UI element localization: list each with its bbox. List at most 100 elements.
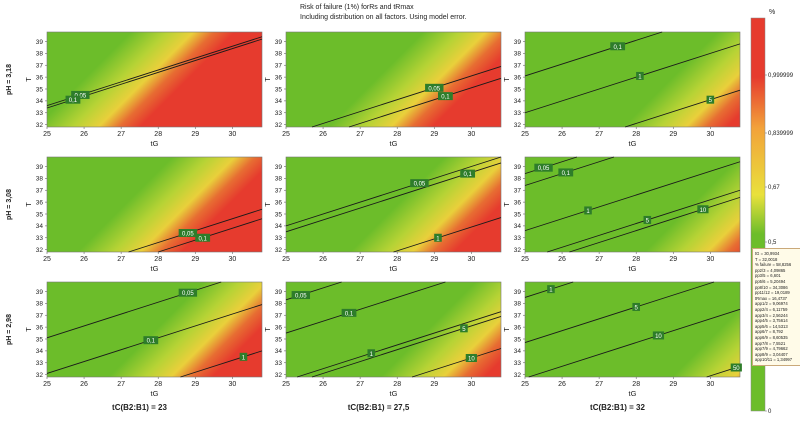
panel-frame: [524, 281, 741, 378]
contour-label-box: [425, 83, 444, 92]
contour-label-box: [178, 229, 198, 237]
y-tick-label: 37: [36, 313, 44, 320]
readout-line: tRmax = 16,4737: [755, 295, 788, 301]
contour-line: [528, 308, 741, 378]
x-tick-label: 30: [228, 381, 236, 388]
contour-label-box: [636, 71, 644, 80]
y-axis-label: T: [502, 202, 511, 207]
y-tick-label: 36: [275, 324, 283, 331]
heatmap-panel-r0-c2: 0,1 1 5 25 26 27 28 29 30 tG 32 33 34 35 36 37 38 39 T: [502, 31, 741, 148]
y-tick-label: 34: [514, 223, 522, 230]
y-tick-label: 37: [36, 188, 44, 195]
contour-line: [569, 196, 741, 253]
color-scale-title: %: [769, 9, 775, 16]
x-axis-label: tG: [390, 139, 398, 148]
heatmap-field: [525, 157, 740, 252]
panel-frame: [46, 156, 263, 253]
color-scale-tick-label: 0,67: [768, 185, 780, 191]
x-axis-label: tG: [151, 139, 159, 148]
x-tick-label: 27: [356, 381, 364, 388]
x-tick-label: 28: [632, 381, 640, 388]
contour-label-box: [291, 291, 311, 300]
heatmap-field: [47, 157, 262, 252]
y-tick-label: 38: [275, 176, 283, 183]
contour-label: 0,1: [614, 45, 623, 51]
contour-label: 0,1: [562, 171, 571, 177]
y-tick-label: 38: [514, 301, 522, 308]
readout-line: app10/11 = 1,34997: [755, 357, 793, 363]
readout-line: pp8/10 = 34,3086: [755, 284, 788, 290]
contour-line: [285, 156, 502, 227]
panel-frame: [524, 31, 741, 128]
y-tick-label: 33: [275, 360, 283, 367]
contour-label: 0,1: [441, 95, 450, 101]
y-tick-label: 33: [514, 360, 522, 367]
x-tick-label: 29: [430, 381, 438, 388]
y-tick-label: 36: [514, 324, 522, 331]
contour-label-box: [584, 206, 592, 215]
column-label: tC(B2:B1) = 23: [112, 403, 167, 412]
x-tick-label: 26: [80, 381, 88, 388]
y-tick-label: 35: [275, 211, 283, 218]
row-label: pH = 3,08: [6, 189, 13, 220]
heatmap-panel-r1-c0: 0,05 0,1 25 26 27 28 29 30 tG 32 33 34 35 36 37 38 39 T: [24, 156, 263, 273]
contour-label-box: [460, 169, 476, 178]
x-tick-label: 25: [521, 131, 529, 138]
y-axis-label: T: [24, 327, 33, 332]
chart-title: Risk of failure (1%) forRs and tRmax: [300, 4, 414, 11]
y-tick-label: 36: [275, 74, 283, 81]
contour-line: [624, 89, 741, 128]
contour-label: 10: [700, 208, 707, 214]
heatmap-field: [47, 32, 262, 127]
x-axis-label: tG: [629, 389, 637, 398]
contour-label: 0,1: [147, 339, 156, 345]
row-label: pH = 3,18: [6, 64, 13, 95]
row-label: pH = 2,98: [6, 314, 13, 345]
y-tick-label: 36: [36, 199, 44, 206]
readout-line: pp3/5 = 6,601: [755, 273, 781, 279]
y-tick-label: 34: [275, 98, 283, 105]
x-tick-label: 28: [154, 131, 162, 138]
contour-label-box: [547, 285, 555, 294]
y-tick-label: 39: [36, 289, 44, 296]
y-tick-label: 38: [275, 301, 283, 308]
x-tick-label: 29: [669, 256, 677, 263]
contour-label-box: [195, 233, 211, 242]
x-tick-label: 30: [228, 131, 236, 138]
y-tick-label: 34: [36, 98, 44, 105]
contour-line: [411, 348, 502, 378]
contour-label-box: [534, 163, 553, 172]
x-tick-label: 26: [319, 256, 327, 263]
contour-line: [393, 217, 502, 253]
x-tick-label: 30: [706, 256, 714, 263]
heatmap-panel-r2-c0: 0,05 0,1 1 25 26 27 28 29 30 tG 32 33 34 35 36 37 38 39 T: [24, 281, 263, 398]
x-tick-label: 27: [356, 131, 364, 138]
x-tick-label: 30: [706, 131, 714, 138]
x-tick-label: 26: [80, 131, 88, 138]
contour-label-box: [460, 324, 468, 333]
color-scale-tick-label: 0: [768, 409, 772, 415]
x-axis-label: tG: [151, 264, 159, 273]
contour-label-box: [434, 233, 442, 242]
x-axis-label: tG: [390, 264, 398, 273]
contour-label-box: [465, 354, 477, 362]
contour-label: 0,1: [463, 172, 472, 178]
x-tick-label: 29: [430, 256, 438, 263]
y-tick-label: 38: [36, 176, 44, 183]
x-tick-label: 29: [669, 131, 677, 138]
contour-label-box: [341, 308, 357, 317]
y-tick-label: 36: [275, 199, 283, 206]
contour-label: 0,1: [69, 98, 78, 104]
value-readout-tooltip: tG = 30,9934 T = 32,0018% failure = 58,82…: [752, 248, 800, 366]
color-scale-tick-label: 0,5: [768, 240, 777, 246]
contour-label: 1: [242, 355, 246, 361]
contour-label: 0,05: [414, 182, 426, 188]
x-tick-label: 25: [282, 131, 290, 138]
column-label: tC(B2:B1) = 27,5: [348, 403, 410, 412]
contour-label-box: [610, 42, 626, 51]
contour-label: 5: [709, 98, 713, 104]
contour-label-box: [652, 331, 665, 340]
contour-label-box: [697, 205, 709, 214]
contour-label: 5: [635, 305, 639, 311]
y-tick-label: 39: [275, 39, 283, 46]
